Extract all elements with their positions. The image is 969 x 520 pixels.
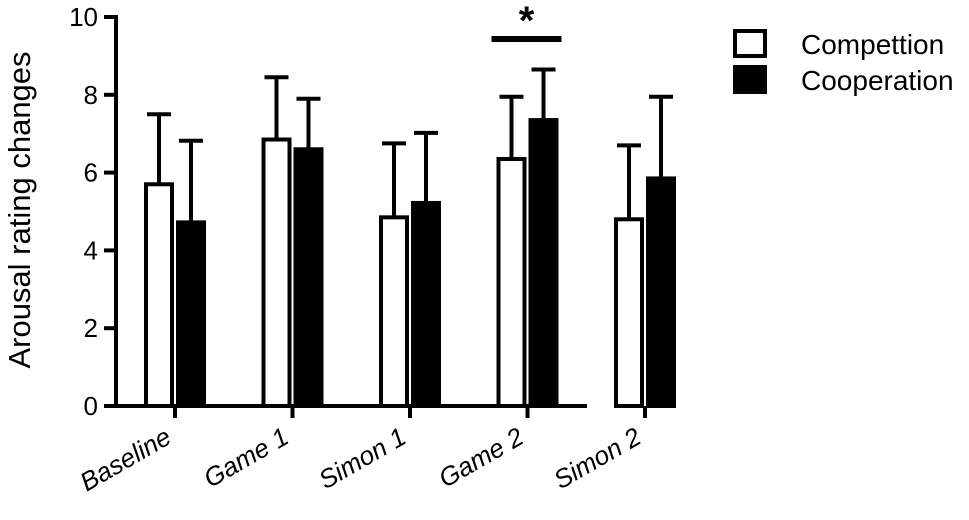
- x-tick-label: Simon 2: [548, 421, 646, 495]
- bar-cooperation: [528, 118, 559, 409]
- y-tick-label: 10: [69, 2, 98, 32]
- bar-compettion: [614, 217, 644, 408]
- significance-star: *: [519, 0, 535, 43]
- legend-swatch: [733, 65, 767, 94]
- significance-markers: *: [491, 0, 562, 43]
- bar-compettion: [144, 182, 174, 408]
- error-bars: [147, 67, 673, 223]
- legend-label: Compettion: [801, 29, 944, 60]
- y-tick-label: 6: [84, 158, 98, 188]
- bar-compettion: [496, 156, 527, 408]
- y-axis-label: Arousal rating changes: [2, 51, 37, 368]
- bar-cooperation: [293, 147, 324, 408]
- x-tick-label: Game 2: [433, 421, 529, 493]
- y-tick-label: 4: [84, 235, 98, 265]
- bar-cooperation: [411, 200, 441, 408]
- legend-label: Cooperation: [801, 65, 954, 96]
- legend-swatch: [733, 29, 767, 58]
- bar-cooperation: [646, 176, 676, 408]
- x-tick-label: Baseline: [75, 421, 176, 497]
- y-tick-label: 2: [84, 313, 98, 343]
- bars: [144, 118, 676, 409]
- x-tick-label: Simon 1: [313, 421, 411, 495]
- x-tick-label: Game 1: [198, 421, 293, 493]
- bar-compettion: [261, 137, 292, 408]
- bar-cooperation: [176, 220, 206, 408]
- y-tick-label: 8: [84, 80, 98, 110]
- legend: Compettion Cooperation: [733, 29, 954, 96]
- y-tick-label: 0: [84, 391, 98, 421]
- bar-compettion: [379, 215, 409, 408]
